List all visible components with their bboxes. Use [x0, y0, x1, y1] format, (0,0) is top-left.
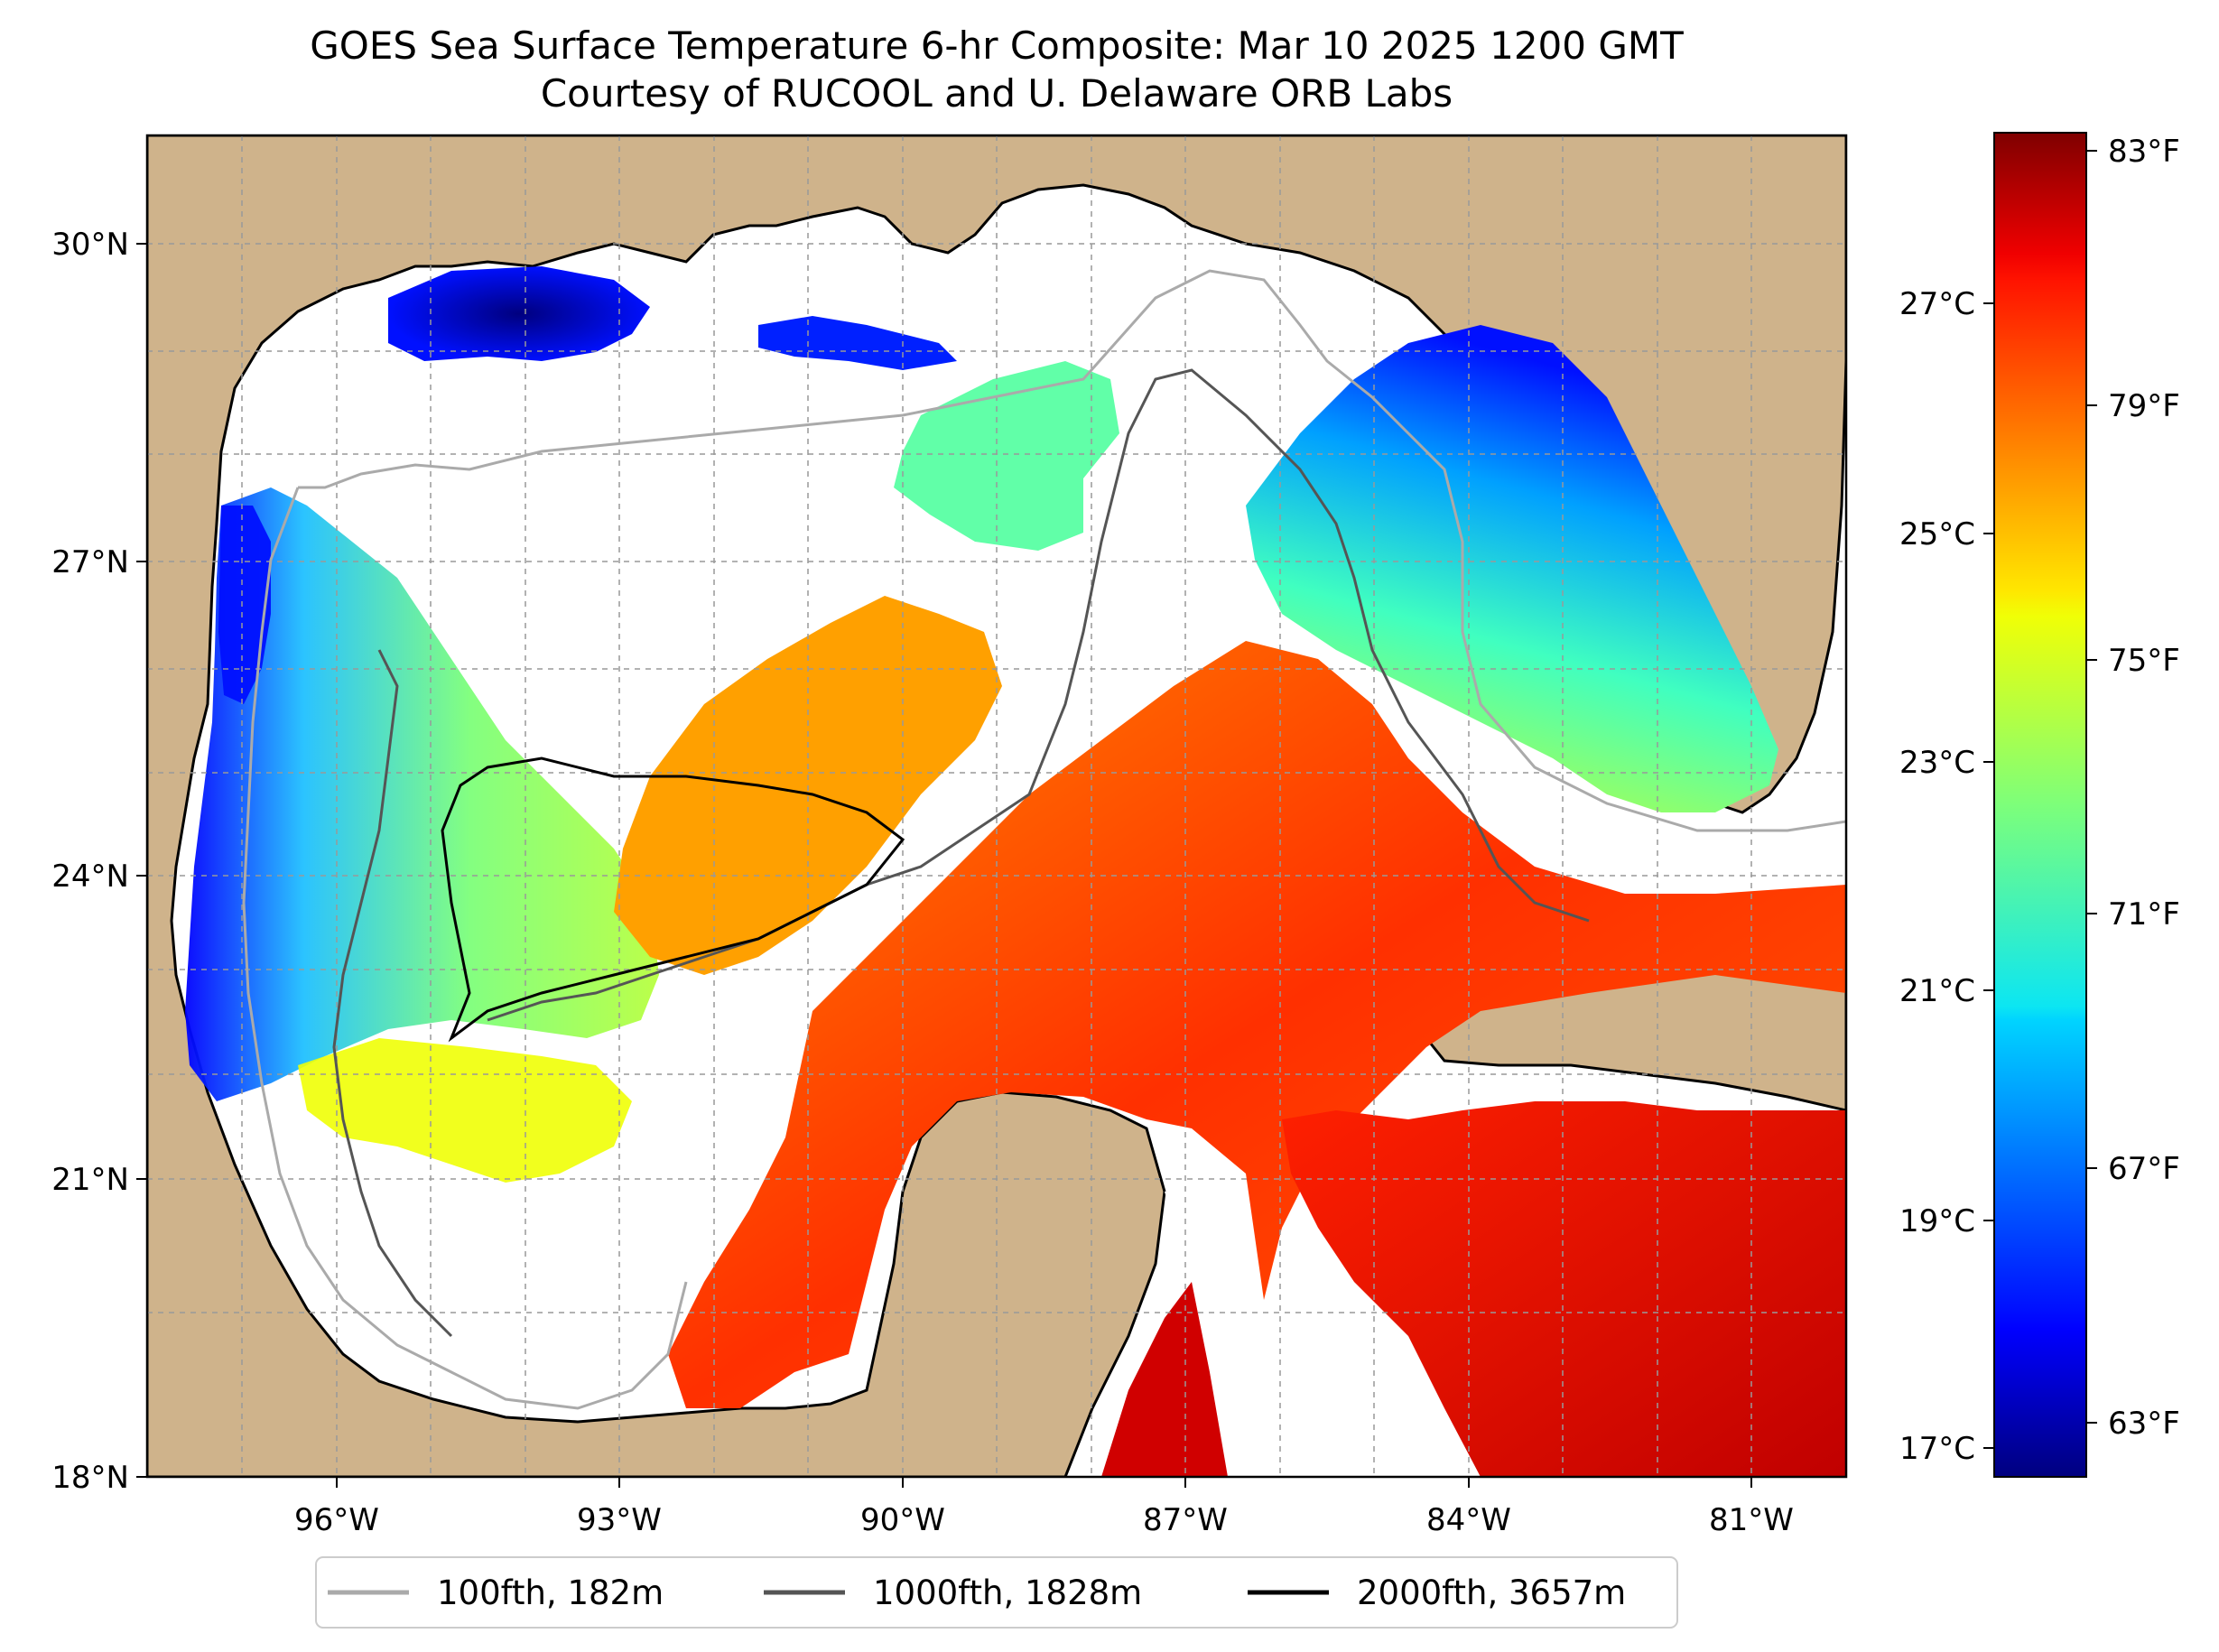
celsius-tick-label: 25°C	[1899, 516, 1975, 552]
colorbar-gradient	[1993, 132, 2087, 1478]
celsius-tick: 23°C	[1899, 745, 1994, 781]
sst-west-coast-blue	[218, 506, 271, 704]
sst-northeast-shelf	[1246, 325, 1778, 812]
lat-tick-label: 24°N	[51, 858, 129, 895]
lon-tick-label: 84°W	[1426, 1502, 1511, 1538]
lon-tick: 87°W	[1143, 1477, 1228, 1538]
fahrenheit-tick-label: 79°F	[2108, 388, 2180, 424]
celsius-tick-label: 17°C	[1899, 1431, 1975, 1467]
sst-west-shelf	[185, 487, 659, 1101]
lat-tick-label: 30°N	[51, 227, 129, 263]
lat-tick-label: 18°N	[51, 1460, 129, 1496]
fahrenheit-tick-label: 63°F	[2108, 1406, 2180, 1442]
lon-tick-label: 96°W	[294, 1502, 379, 1538]
contour-1000fth	[332, 368, 1590, 1338]
celsius-tick: 25°C	[1899, 516, 1994, 552]
contour-100fth	[242, 269, 1846, 1410]
longitude-axis: 96°W 93°W 90°W 87°W 84°W 81°W	[294, 1477, 1794, 1538]
fahrenheit-tick-label: 71°F	[2108, 896, 2180, 933]
celsius-tick: 19°C	[1899, 1203, 1994, 1239]
sst-loop-current	[668, 641, 1846, 1408]
lon-tick: 90°W	[860, 1477, 945, 1538]
figure-subtitle: Courtesy of RUCOOL and U. Delaware ORB L…	[541, 71, 1453, 116]
lon-tick: 96°W	[294, 1477, 379, 1538]
sst-central-north	[894, 361, 1119, 551]
sst-yucatan-strip	[1101, 1282, 1228, 1477]
celsius-tick: 21°C	[1899, 973, 1994, 1009]
lat-tick-label: 27°N	[51, 544, 129, 580]
legend-label: 100fth, 182m	[437, 1573, 664, 1612]
celsius-tick-label: 21°C	[1899, 973, 1975, 1009]
map-gridlines	[147, 135, 1846, 1477]
colorbar: 17°C 19°C 21°C 23°C 25°C 27°C	[1899, 132, 2180, 1478]
figure-title: GOES Sea Surface Temperature 6-hr Compos…	[310, 23, 1684, 68]
fahrenheit-tick-label: 75°F	[2108, 643, 2180, 679]
celsius-tick: 17°C	[1899, 1431, 1994, 1467]
colorbar-fahrenheit-ticks: 63°F 67°F 71°F 75°F 79°F 83°F	[2086, 134, 2180, 1442]
map-frame	[145, 134, 1848, 1479]
lon-tick: 84°W	[1426, 1477, 1511, 1538]
legend-item-100fth: 100fth, 182m	[328, 1573, 664, 1612]
fahrenheit-tick: 67°F	[2086, 1151, 2180, 1187]
legend-item-2000fth: 2000fth, 3657m	[1248, 1573, 1626, 1612]
fahrenheit-tick: 75°F	[2086, 643, 2180, 679]
contour-legend: 100fth, 182m 1000fth, 1828m 2000fth, 365…	[315, 1556, 1678, 1629]
sst-south-caribbean	[1282, 1101, 1846, 1477]
lon-tick-label: 87°W	[1143, 1502, 1228, 1538]
celsius-tick-label: 19°C	[1899, 1203, 1975, 1239]
map-area	[147, 135, 1846, 1477]
colorbar-celsius-ticks: 17°C 19°C 21°C 23°C 25°C 27°C	[1899, 286, 1994, 1467]
lon-tick-label: 93°W	[577, 1502, 662, 1538]
fahrenheit-tick-label: 83°F	[2108, 134, 2180, 170]
fahrenheit-tick: 63°F	[2086, 1406, 2180, 1442]
lat-tick-label: 21°N	[51, 1162, 129, 1198]
sst-north-coast	[388, 266, 650, 361]
legend-box	[315, 1556, 1678, 1629]
fahrenheit-tick: 71°F	[2086, 896, 2180, 933]
lon-tick: 81°W	[1709, 1477, 1794, 1538]
lat-tick: 30°N	[51, 227, 147, 263]
lon-tick-label: 90°W	[860, 1502, 945, 1538]
lat-tick: 21°N	[51, 1162, 147, 1198]
fahrenheit-tick: 79°F	[2086, 388, 2180, 424]
celsius-tick-label: 27°C	[1899, 286, 1975, 322]
lon-tick-label: 81°W	[1709, 1502, 1794, 1538]
legend-item-1000fth: 1000fth, 1828m	[764, 1573, 1142, 1612]
fahrenheit-tick-label: 67°F	[2108, 1151, 2180, 1187]
contour-2000fth	[441, 756, 905, 1043]
legend-label: 1000fth, 1828m	[873, 1573, 1142, 1612]
latitude-axis: 18°N 21°N 24°N 27°N 30°N	[51, 227, 147, 1496]
legend-label: 2000fth, 3657m	[1357, 1573, 1626, 1612]
lat-tick: 24°N	[51, 858, 147, 895]
celsius-tick: 27°C	[1899, 286, 1994, 322]
fahrenheit-tick: 83°F	[2086, 134, 2180, 170]
lat-tick: 18°N	[51, 1460, 147, 1496]
no-data-yucatan-channel	[1165, 1174, 1336, 1477]
lat-tick: 27°N	[51, 544, 147, 580]
celsius-tick-label: 23°C	[1899, 745, 1975, 781]
lon-tick: 93°W	[577, 1477, 662, 1538]
